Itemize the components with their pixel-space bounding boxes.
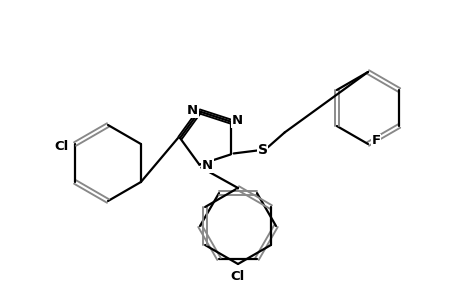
Text: N: N	[232, 114, 243, 127]
Text: S: S	[257, 143, 267, 158]
Text: N: N	[186, 104, 197, 117]
Text: Cl: Cl	[54, 140, 68, 152]
Text: N: N	[202, 159, 213, 172]
Text: F: F	[370, 134, 380, 148]
Text: Cl: Cl	[230, 271, 245, 284]
